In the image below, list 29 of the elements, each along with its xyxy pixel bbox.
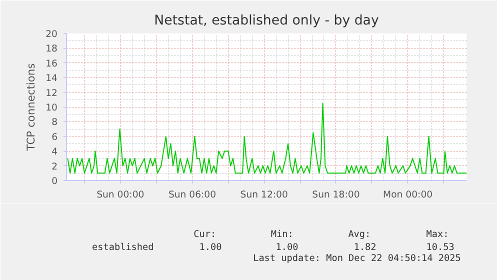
- y-tick-label: 2: [52, 161, 58, 172]
- text: 1.00: [199, 242, 222, 253]
- y-tick-label: 4: [52, 146, 58, 158]
- y-tick-label: 0: [52, 176, 58, 187]
- text: 1.00: [276, 242, 299, 253]
- y-tick-label: 20: [46, 29, 58, 40]
- line-series: [67, 102, 466, 174]
- y-tick-label: 10: [46, 102, 58, 114]
- y-tick-label: 12: [46, 88, 58, 99]
- text: established: [92, 242, 154, 253]
- text: Max:: [426, 229, 449, 240]
- text: 1.82: [354, 242, 376, 253]
- x-tick-label: Sun 06:00: [168, 190, 216, 200]
- chart-title: Netstat, established only - by day: [154, 14, 379, 28]
- y-tick-label: 8: [52, 117, 58, 128]
- text: Last update: Mon Dec 22 04:50:14 2025: [253, 253, 461, 264]
- x-tick-label: Sun 12:00: [240, 190, 288, 200]
- x-tick-label: Mon 00:00: [383, 190, 433, 200]
- text: 10.53: [426, 242, 454, 253]
- text: Min:: [270, 229, 294, 240]
- y-axis-title: TCP connections: [24, 62, 38, 152]
- y-tick-label: 18: [46, 44, 58, 55]
- x-tick-label: Sun 18:00: [312, 190, 360, 200]
- y-tick-label: 14: [46, 73, 58, 84]
- text: Avg:: [348, 229, 371, 240]
- y-tick-label: 6: [52, 132, 58, 143]
- text: Cur:: [194, 229, 216, 240]
- x-tick-label: Sun 00:00: [96, 190, 144, 200]
- y-tick-label: 16: [46, 58, 58, 70]
